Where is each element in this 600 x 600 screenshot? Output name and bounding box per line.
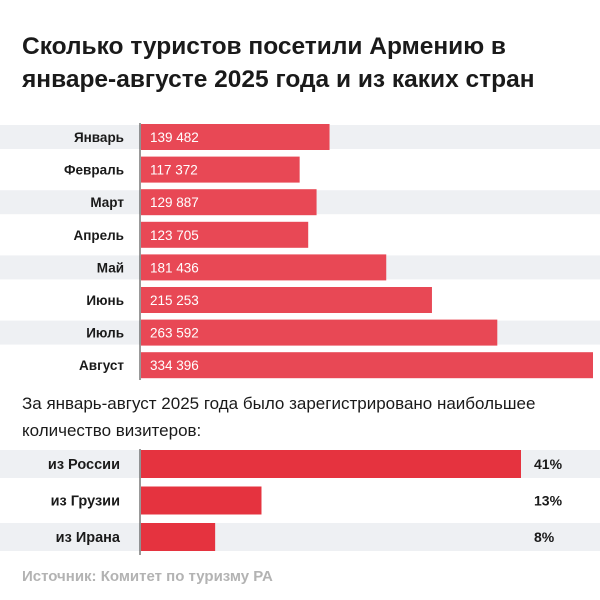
- category-label: Апрель: [73, 228, 124, 243]
- data-label: 334 396: [150, 358, 199, 373]
- bar-7: [141, 319, 498, 346]
- source-note: Источник: Комитет по туризму РА: [22, 568, 273, 585]
- category-label: Август: [79, 358, 124, 373]
- data-label: 117 372: [150, 163, 198, 178]
- country-label: из России: [48, 457, 120, 473]
- bar-3: [141, 189, 317, 216]
- data-label: 215 253: [150, 293, 199, 308]
- data-label: 263 592: [150, 326, 199, 341]
- category-label: Январь: [74, 130, 124, 145]
- country-bar-2: [141, 486, 262, 515]
- category-label: Июнь: [86, 293, 124, 308]
- data-label: 123 705: [150, 228, 199, 243]
- country-bar-3: [141, 523, 216, 551]
- bar-4: [141, 221, 309, 248]
- bar-2: [141, 156, 300, 183]
- country-bar-1: [141, 450, 521, 478]
- percent-label: 41%: [534, 456, 563, 472]
- country-label: из Грузии: [51, 494, 120, 510]
- category-label: Май: [97, 260, 124, 275]
- data-label: 139 482: [150, 130, 199, 145]
- row-band: [0, 523, 600, 551]
- percent-label: 13%: [534, 493, 563, 509]
- bar-1: [141, 124, 330, 150]
- category-label: Март: [90, 195, 124, 210]
- country-label: из Ирана: [56, 530, 121, 546]
- percent-label: 8%: [534, 529, 555, 545]
- bar-8: [141, 352, 593, 379]
- chart-title: Сколько туристов посетили Армению в янва…: [22, 33, 535, 93]
- bar-6: [141, 287, 432, 313]
- bar-5: [141, 254, 387, 281]
- chart-subtitle: За январь-август 2025 года было зарегист…: [22, 394, 536, 440]
- data-label: 129 887: [150, 195, 199, 210]
- category-label: Февраль: [64, 163, 124, 178]
- data-label: 181 436: [150, 260, 199, 275]
- category-label: Июль: [86, 326, 124, 341]
